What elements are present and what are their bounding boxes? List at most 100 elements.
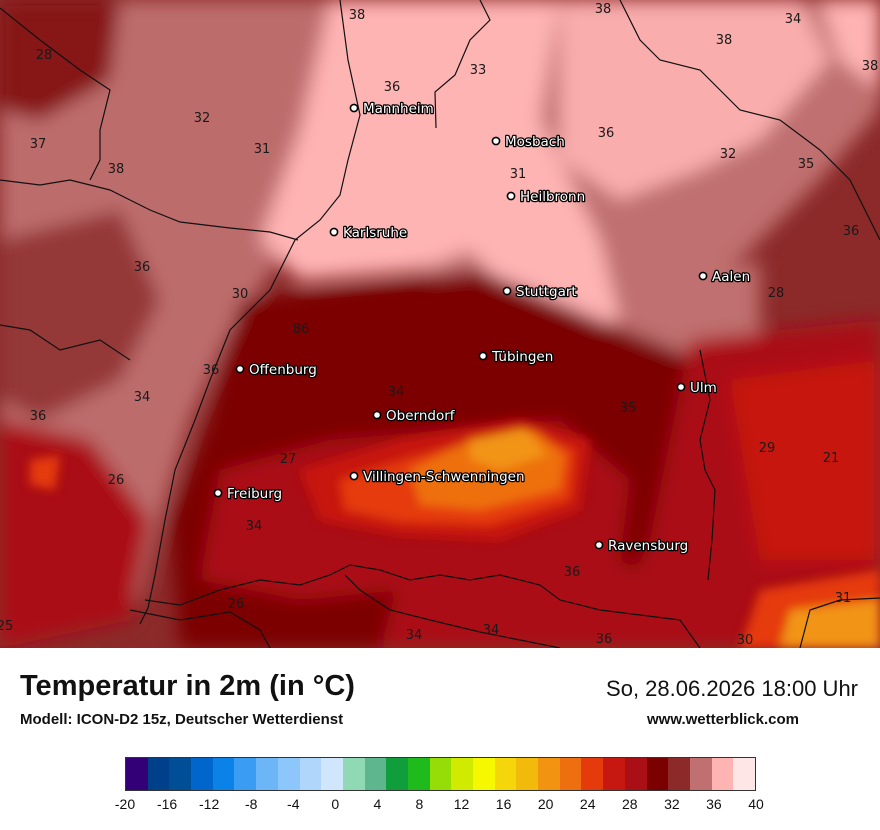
color-swatch xyxy=(733,758,755,790)
city-label: Ulm xyxy=(690,380,717,396)
city-mosbach[interactable]: Mosbach xyxy=(491,133,566,151)
city-label: Aalen xyxy=(712,269,750,285)
color-swatch xyxy=(429,758,452,790)
color-swatch xyxy=(407,758,430,790)
city-stuttgart[interactable]: Stuttgart xyxy=(502,283,578,301)
scale-tick-label: 28 xyxy=(622,796,638,812)
state-borders xyxy=(0,0,880,648)
city-mannheim[interactable]: Mannheim xyxy=(349,100,435,118)
color-swatch xyxy=(321,758,343,790)
temperature-value: 28 xyxy=(768,286,785,301)
city-karlsruhe[interactable]: Karlsruhe xyxy=(329,224,409,242)
color-swatch xyxy=(126,758,148,790)
city-dot xyxy=(502,286,512,296)
color-swatch xyxy=(451,758,473,790)
city-label: Mannheim xyxy=(363,101,434,117)
city-dot xyxy=(349,471,359,481)
temperature-value: 26 xyxy=(108,473,125,488)
city-label: Karlsruhe xyxy=(343,225,407,241)
city-tuebingen[interactable]: Tübingen xyxy=(478,348,555,366)
temperature-value: 36 xyxy=(384,80,401,95)
color-swatch xyxy=(603,758,625,790)
color-swatch xyxy=(277,758,300,790)
scale-tick-label: 36 xyxy=(706,796,722,812)
city-dot xyxy=(506,191,516,201)
temperature-value: 30 xyxy=(737,633,754,648)
temperature-map[interactable]: 38 38 34 28 38 33 38 36 32 31 37 36 32 35 38 31 36 36 30 28… xyxy=(0,0,880,648)
scale-tick-label: 20 xyxy=(537,796,554,812)
color-scale-ticks: -20 -16 -12 -8 -4 0 4 8 12 16 20 24 28 32 36 40 xyxy=(0,796,880,816)
scale-tick-label: 0 xyxy=(331,796,340,812)
temperature-value: 36 xyxy=(598,126,615,141)
city-ravensburg[interactable]: Ravensburg xyxy=(594,537,690,555)
temperature-value: 38 xyxy=(108,162,125,177)
color-swatch xyxy=(364,758,387,790)
city-ulm[interactable]: Ulm xyxy=(676,379,718,397)
website-link[interactable]: www.wetterblick.com xyxy=(647,711,799,728)
temperature-value: 36 xyxy=(596,632,613,647)
color-swatch xyxy=(299,758,322,790)
temperature-value: 35 xyxy=(798,157,815,172)
temperature-value: 34 xyxy=(483,623,500,638)
color-swatch xyxy=(689,758,712,790)
city-dot xyxy=(213,488,223,498)
temperature-value: 36 xyxy=(564,565,581,580)
scale-tick-label: -16 xyxy=(156,796,178,812)
temperature-value: 27 xyxy=(280,452,297,467)
color-swatch xyxy=(581,758,604,790)
scale-tick-label: -8 xyxy=(244,796,258,812)
temperature-value: 31 xyxy=(254,142,271,157)
city-aalen[interactable]: Aalen xyxy=(698,268,751,286)
city-dot xyxy=(698,271,708,281)
temperature-value: 26 xyxy=(228,597,245,612)
city-freiburg[interactable]: Freiburg xyxy=(213,485,283,503)
temperature-value: 86 xyxy=(293,322,310,337)
city-label: Ravensburg xyxy=(608,538,688,554)
temperature-value: 38 xyxy=(595,2,612,17)
color-swatch xyxy=(668,758,690,790)
color-swatch xyxy=(538,758,560,790)
scale-tick-label: -12 xyxy=(199,796,220,812)
temperature-value: 21 xyxy=(823,451,840,466)
city-label: Offenburg xyxy=(249,362,317,378)
color-swatch xyxy=(473,758,495,790)
city-label: Freiburg xyxy=(227,486,282,502)
temperature-value: 38 xyxy=(862,59,879,74)
color-swatch xyxy=(624,758,647,790)
city-label: Oberndorf xyxy=(386,408,456,424)
temperature-value: 31 xyxy=(835,591,852,606)
city-dot xyxy=(491,136,501,146)
scale-tick-label: 40 xyxy=(748,796,764,812)
city-dot xyxy=(235,364,245,374)
city-villingen[interactable]: Villingen-Schwenningen xyxy=(349,468,526,486)
temperature-value-labels: 38 38 34 28 38 33 38 36 32 31 37 36 32 35 38 31 36 36 30 28… xyxy=(0,2,878,648)
city-offenburg[interactable]: Offenburg xyxy=(235,361,318,379)
map-title: Temperatur in 2m (in °C) xyxy=(20,670,355,702)
color-swatch xyxy=(711,758,734,790)
scale-tick-label: 8 xyxy=(415,796,424,812)
color-swatch xyxy=(147,758,170,790)
city-dot xyxy=(676,382,686,392)
color-swatch xyxy=(234,758,257,790)
color-swatch xyxy=(516,758,539,790)
color-swatch xyxy=(559,758,582,790)
temperature-value: 30 xyxy=(232,287,249,302)
scale-tick-label: 24 xyxy=(579,796,596,812)
scale-tick-label: 12 xyxy=(453,796,470,812)
city-label: Villingen-Schwenningen xyxy=(363,469,525,485)
city-markers: Mannheim Mosbach Heilbronn Karlsruhe Stuttga… xyxy=(213,100,751,555)
temperature-value: 36 xyxy=(134,260,151,275)
city-oberndorf[interactable]: Oberndorf xyxy=(372,407,457,425)
temperature-value: 34 xyxy=(246,519,263,534)
city-heilbronn[interactable]: Heilbronn xyxy=(506,188,586,206)
info-panel: Temperatur in 2m (in °C) Modell: ICON-D2… xyxy=(0,648,880,830)
temperature-value: 35 xyxy=(620,401,637,416)
scale-tick-label: 4 xyxy=(373,796,382,812)
temperature-value: 36 xyxy=(30,409,47,424)
temperature-value: 32 xyxy=(194,111,211,126)
city-label: Mosbach xyxy=(505,134,565,150)
city-dot xyxy=(478,351,488,361)
city-label: Heilbronn xyxy=(520,189,585,205)
scale-tick-label: 32 xyxy=(664,796,680,812)
temperature-value: 34 xyxy=(134,390,151,405)
